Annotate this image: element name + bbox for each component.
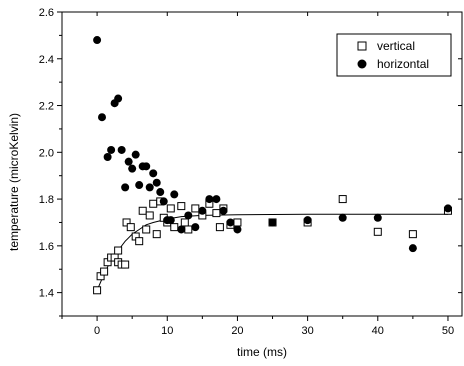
- horizontal-point: [98, 113, 106, 122]
- legend-label-vertical: vertical: [377, 39, 415, 53]
- vertical-point: [138, 206, 147, 215]
- y-tick-label: 2.2: [39, 101, 54, 113]
- horizontal-point: [121, 183, 130, 192]
- x-axis: 0 10 20 30 40 50: [61, 12, 454, 337]
- y-tick-label: 1.6: [39, 241, 54, 253]
- vertical-point: [135, 237, 144, 246]
- vertical-point: [373, 227, 382, 236]
- vertical-point: [142, 225, 151, 234]
- horizontal-point: [303, 216, 312, 225]
- legend-open-square-icon: [357, 41, 367, 51]
- legend-box: [336, 33, 452, 77]
- horizontal-point: [156, 188, 165, 197]
- vertical-point: [114, 246, 123, 255]
- vertical-point: [149, 199, 158, 208]
- vertical-point: [100, 267, 109, 276]
- legend-filled-circle-icon: [357, 59, 367, 69]
- horizontal-point: [131, 150, 140, 159]
- plot-frame: [61, 11, 463, 317]
- x-tick-label: 20: [231, 325, 243, 337]
- x-tick-label: 10: [161, 325, 173, 337]
- horizontal-point: [226, 218, 235, 227]
- vertical-point: [121, 260, 130, 269]
- plot-border: [61, 11, 463, 317]
- horizontal-point: [152, 178, 161, 187]
- vertical-point: [233, 218, 242, 227]
- vertical-series: [93, 195, 452, 295]
- vertical-point: [180, 218, 189, 227]
- horizontal-point: [219, 206, 228, 215]
- vertical-point: [126, 223, 135, 232]
- horizontal-point: [124, 157, 133, 166]
- horizontal-point: [170, 190, 179, 199]
- horizontal-point: [149, 169, 158, 178]
- vertical-point: [338, 195, 347, 204]
- horizontal-point: [373, 213, 382, 222]
- vertical-point: [191, 204, 200, 213]
- horizontal-point: [166, 216, 175, 225]
- horizontal-point: [205, 195, 214, 204]
- vertical-point: [166, 204, 175, 213]
- y-axis: 1.4 1.6 1.8 2.0 2.2 2.4 2.6: [39, 7, 462, 317]
- y-tick-label: 2.6: [39, 7, 54, 19]
- vertical-point: [408, 230, 417, 239]
- vertical-point: [184, 225, 193, 234]
- horizontal-point: [268, 218, 277, 227]
- y-tick-label: 2.4: [39, 54, 54, 66]
- horizontal-point: [338, 213, 347, 222]
- horizontal-point: [184, 211, 193, 220]
- horizontal-point: [212, 195, 221, 204]
- x-tick-label: 40: [372, 325, 384, 337]
- y-tick-label: 1.4: [39, 288, 54, 300]
- horizontal-point: [177, 225, 186, 234]
- x-axis-title: time (ms): [237, 345, 287, 359]
- vertical-point: [122, 218, 131, 227]
- horizontal-point: [142, 162, 151, 171]
- legend-label-horizontal: horizontal: [377, 57, 429, 71]
- horizontal-point: [159, 197, 168, 206]
- vertical-point: [170, 223, 179, 232]
- horizontal-point: [117, 145, 126, 154]
- x-tick-label: 50: [442, 325, 454, 337]
- horizontal-series: [93, 36, 452, 253]
- vertical-point: [93, 286, 102, 295]
- horizontal-point: [103, 152, 112, 161]
- horizontal-point: [145, 183, 154, 192]
- vertical-point: [152, 230, 161, 239]
- horizontal-point: [443, 204, 452, 213]
- x-tick-label: 0: [94, 325, 100, 337]
- y-tick-label: 1.8: [39, 194, 54, 206]
- horizontal-point: [107, 145, 116, 154]
- horizontal-point: [93, 36, 102, 45]
- horizontal-point: [135, 181, 144, 190]
- y-tick-label: 2.0: [39, 147, 54, 159]
- horizontal-point: [114, 94, 123, 103]
- legend: vertical horizontal: [336, 33, 452, 77]
- vertical-point: [215, 223, 224, 232]
- vertical-point: [145, 211, 154, 220]
- horizontal-point: [408, 244, 417, 253]
- horizontal-point: [191, 223, 200, 232]
- horizontal-point: [198, 206, 207, 215]
- y-axis-title: temperature (microKelvin): [7, 113, 21, 251]
- horizontal-point: [128, 164, 137, 173]
- vertical-point: [212, 209, 221, 218]
- vertical-point: [177, 202, 186, 211]
- horizontal-point: [233, 225, 242, 234]
- x-tick-label: 30: [301, 325, 313, 337]
